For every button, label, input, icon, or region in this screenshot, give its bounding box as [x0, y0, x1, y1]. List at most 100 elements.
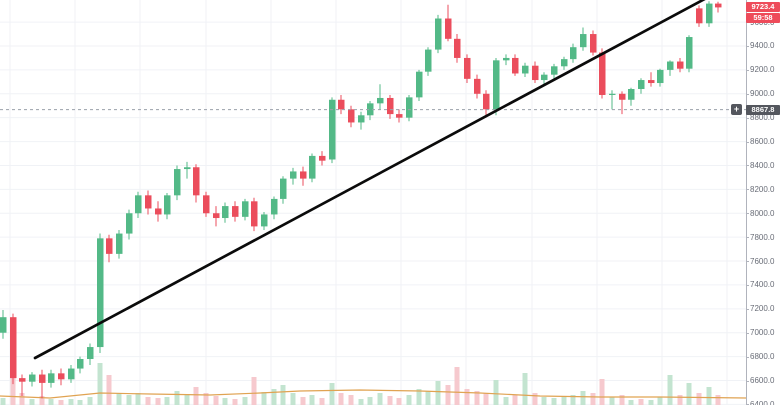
- volume-bar: [174, 391, 180, 405]
- price-axis-tick: [746, 237, 749, 238]
- volume-bar: [97, 363, 103, 405]
- volume-bar: [454, 367, 460, 405]
- volume-bar: [242, 397, 248, 405]
- volume-bar: [570, 395, 576, 405]
- volume-bar: [87, 397, 93, 405]
- candlestick: [483, 93, 490, 110]
- candlestick: [396, 114, 403, 118]
- volume-bar: [290, 393, 296, 405]
- candlestick: [580, 34, 587, 48]
- candlestick: [570, 47, 577, 60]
- volume-bar: [77, 400, 83, 405]
- candlestick: [338, 99, 345, 110]
- volume-bar: [512, 395, 518, 405]
- candlestick: [561, 59, 568, 67]
- candlestick: [686, 37, 693, 69]
- candlestick: [184, 167, 191, 170]
- trend-line-drawing[interactable]: [33, 0, 714, 360]
- candlestick: [0, 317, 7, 333]
- volume-bar: [0, 398, 6, 405]
- price-axis-tick: [746, 213, 749, 214]
- volume-bar: [657, 397, 663, 405]
- volume-bar: [338, 393, 344, 405]
- volume-bar: [590, 393, 596, 405]
- add-alert-plus-button[interactable]: +: [731, 104, 742, 116]
- volume-bar: [193, 387, 199, 405]
- candlestick: [164, 195, 171, 215]
- candlestick: [657, 69, 664, 84]
- candlestick: [19, 378, 26, 382]
- volume-bar: [358, 399, 364, 405]
- volume-bar: [638, 399, 644, 405]
- candlestick: [609, 93, 616, 95]
- candlestick: [464, 57, 471, 79]
- candlestick: [590, 34, 597, 53]
- price-axis-tick: [746, 261, 749, 262]
- volume-bar: [474, 391, 480, 405]
- candlestick: [435, 18, 442, 50]
- volume-bar: [503, 397, 509, 405]
- volume-bar: [532, 393, 538, 405]
- candlestick: [126, 213, 133, 234]
- candlestick: [387, 97, 394, 115]
- volume-bar: [39, 396, 45, 405]
- volume-bar: [667, 375, 673, 405]
- volume-bar: [406, 395, 412, 405]
- volume-bar: [367, 397, 373, 405]
- crosshair-price-badge: 8867.8: [746, 104, 780, 115]
- volume-bar: [416, 389, 422, 405]
- volume-bar: [677, 395, 683, 405]
- volume-bar: [203, 393, 209, 405]
- volume-bar: [106, 375, 112, 405]
- candlestick: [242, 201, 249, 217]
- candlestick: [329, 99, 336, 160]
- volume-bar: [348, 395, 354, 405]
- volume-bar: [445, 385, 451, 405]
- price-axis-tick: [746, 333, 749, 334]
- volume-bar: [155, 398, 161, 405]
- volume-bar: [377, 393, 383, 405]
- candlestick: [300, 171, 307, 179]
- candlestick: [48, 373, 55, 383]
- volume-bar: [715, 395, 721, 405]
- price-axis-tick: [746, 70, 749, 71]
- price-axis-tick: [746, 285, 749, 286]
- price-axis[interactable]: [746, 0, 780, 405]
- candlestick: [193, 167, 200, 196]
- volume-bar: [609, 397, 615, 405]
- candlestick: [232, 206, 239, 217]
- candlestick: [532, 65, 539, 81]
- candlestick: [503, 57, 510, 61]
- price-axis-tick: [746, 189, 749, 190]
- candlestick: [522, 65, 529, 74]
- volume-bar: [68, 399, 74, 405]
- candlestick: [599, 52, 606, 95]
- volume-bar: [648, 400, 654, 405]
- candlestick: [367, 103, 374, 116]
- candlestick: [222, 206, 229, 219]
- candlestick: [116, 233, 123, 254]
- candlestick: [29, 374, 36, 382]
- price-axis-tick: [746, 94, 749, 95]
- candlestick: [58, 373, 65, 380]
- volume-bar: [551, 398, 557, 405]
- volume-bar: [319, 398, 325, 405]
- volume-bar: [619, 395, 625, 405]
- volume-bar: [145, 397, 151, 405]
- volume-bar: [464, 389, 470, 405]
- candlestick: [309, 155, 316, 179]
- candlestick: [512, 57, 519, 74]
- volume-bar: [425, 391, 431, 405]
- volume-bar: [280, 385, 286, 405]
- candlestick: [77, 359, 84, 369]
- candlestick: [280, 178, 287, 199]
- candlestick: [251, 201, 258, 227]
- last-price-badge: 9723.4: [746, 2, 780, 13]
- volume-bar: [522, 373, 528, 405]
- volume-bar: [493, 380, 499, 405]
- volume-bar: [222, 398, 228, 405]
- volume-bar: [48, 399, 54, 405]
- candlestick: [493, 60, 500, 110]
